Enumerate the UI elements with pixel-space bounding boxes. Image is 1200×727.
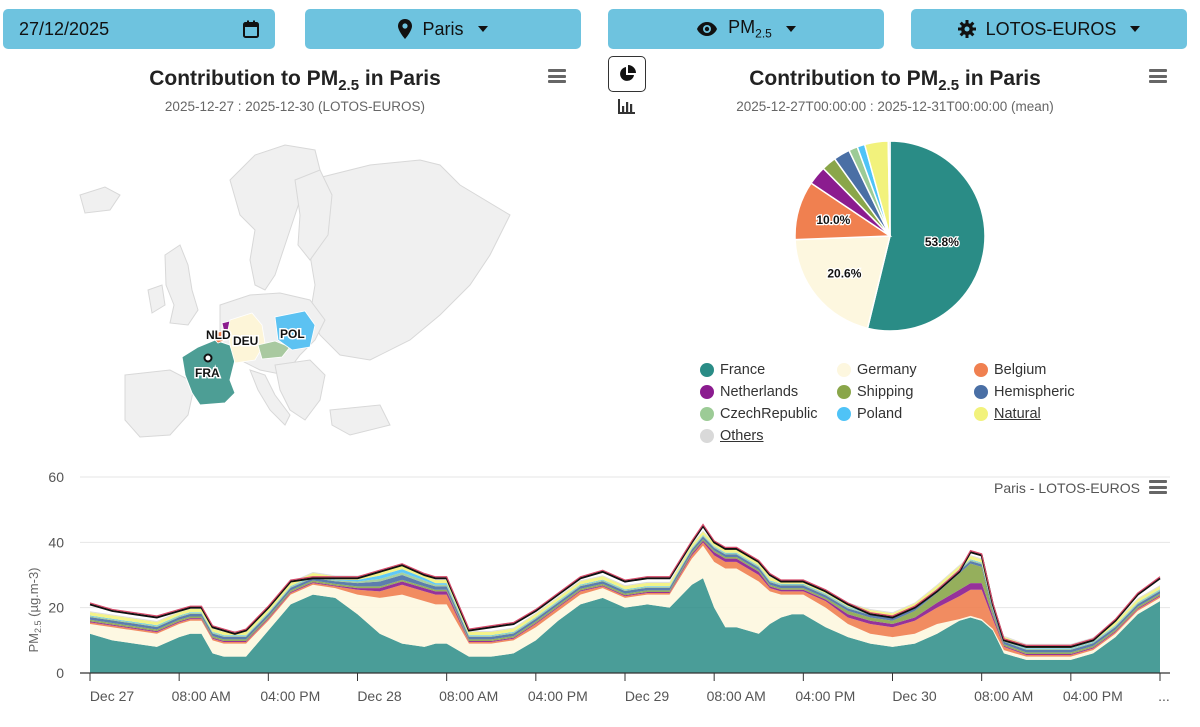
map-label-nld: NLD bbox=[206, 328, 231, 342]
legend-item-czechrepublic[interactable]: CzechRepublic bbox=[700, 406, 818, 422]
x-tick-label: 08:00 AM bbox=[707, 688, 766, 704]
legend-dot-icon bbox=[974, 385, 988, 399]
legend-dot-icon bbox=[974, 363, 988, 377]
total-line-highlight bbox=[89, 523, 1161, 646]
legend-item-belgium[interactable]: Belgium bbox=[974, 362, 1046, 378]
legend-item-shipping[interactable]: Shipping bbox=[837, 384, 913, 400]
legend-item-poland[interactable]: Poland bbox=[837, 406, 902, 422]
legend-dot-icon bbox=[974, 407, 988, 421]
x-tick-label: 08:00 AM bbox=[974, 688, 1033, 704]
legend-dot-icon bbox=[700, 429, 714, 443]
legend-dot-icon bbox=[700, 363, 714, 377]
legend-item-natural[interactable]: Natural bbox=[974, 406, 1041, 422]
gear-icon bbox=[957, 20, 976, 38]
pie-data-label: 53.8% bbox=[925, 235, 959, 249]
map-label-pol: POL bbox=[280, 327, 305, 341]
date-picker[interactable]: 27/12/2025 bbox=[3, 9, 275, 49]
chevron-down-icon bbox=[477, 26, 488, 32]
legend-item-others[interactable]: Others bbox=[700, 428, 764, 444]
pie-chart-toggle[interactable] bbox=[608, 56, 646, 92]
legend-dot-icon bbox=[837, 385, 851, 399]
x-tick-label: Dec 29 bbox=[625, 688, 670, 704]
legend-item-germany[interactable]: Germany bbox=[837, 362, 917, 378]
map-subtitle: 2025-12-27 : 2025-12-30 (LOTOS-EUROS) bbox=[164, 99, 426, 114]
area-chart: PM2.5 (µg.m-3) 0 20 40 60 Dec 27 08:00 AM 04:0… bbox=[26, 469, 1170, 704]
area-y-axis-label: PM2.5 (µg.m-3) bbox=[26, 567, 43, 652]
paris-marker bbox=[203, 353, 213, 363]
map-region-iberia bbox=[124, 369, 196, 438]
map-country-germany bbox=[227, 312, 266, 364]
map-region-east bbox=[299, 159, 511, 361]
map-region-uk bbox=[164, 244, 199, 326]
x-tick-label: 08:00 AM bbox=[172, 688, 231, 704]
x-tick-label: Dec 27 bbox=[90, 688, 135, 704]
x-tick-label: Dec 28 bbox=[357, 688, 402, 704]
area-series-shipping[interactable] bbox=[90, 539, 1160, 655]
x-tick-label: Dec 30 bbox=[892, 688, 937, 704]
model-dropdown[interactable]: LOTOS-EUROS bbox=[911, 9, 1187, 49]
y-tick-label: 60 bbox=[48, 469, 64, 485]
map-region-iceland bbox=[79, 186, 121, 214]
model-label: LOTOS-EUROS bbox=[985, 18, 1117, 39]
total-line bbox=[89, 524, 1161, 648]
legend-dot-icon bbox=[837, 407, 851, 421]
pie-slice-france[interactable] bbox=[866, 140, 986, 332]
area-menu-icon[interactable] bbox=[1149, 480, 1167, 494]
area-series-france[interactable] bbox=[90, 578, 1160, 673]
x-tick-label: 04:00 PM bbox=[795, 688, 855, 704]
city-label: Paris bbox=[422, 18, 464, 39]
map-region-turkey bbox=[329, 404, 391, 436]
legend-item-france[interactable]: France bbox=[700, 362, 765, 378]
legend-item-hemispheric[interactable]: Hemispheric bbox=[974, 384, 1075, 400]
legend-dot-icon bbox=[837, 363, 851, 377]
y-tick-label: 0 bbox=[56, 665, 64, 681]
eye-icon bbox=[697, 22, 718, 36]
pie-slice-germany[interactable] bbox=[794, 235, 891, 330]
pie-chart: 53.8% 20.6% 10.0% bbox=[794, 140, 986, 332]
map-label-deu: DEU bbox=[233, 334, 258, 348]
area-series-netherlands[interactable] bbox=[90, 540, 1160, 656]
pie-data-label: 10.0% bbox=[816, 213, 850, 227]
map-menu-icon[interactable] bbox=[548, 69, 566, 83]
pie-subtitle: 2025-12-27T00:00:00 : 2025-12-31T00:00:0… bbox=[736, 99, 1054, 114]
date-value: 27/12/2025 bbox=[19, 18, 110, 39]
pollutant-dropdown[interactable]: PM2.5 bbox=[608, 9, 884, 49]
map-label-fra: FRA bbox=[195, 366, 220, 380]
area-series-germany[interactable] bbox=[90, 545, 1160, 660]
area-chart-caption: Paris - LOTOS-EUROS bbox=[994, 480, 1140, 496]
y-tick-label: 20 bbox=[48, 600, 64, 616]
x-tick-label: 04:00 PM bbox=[260, 688, 320, 704]
map-region-ireland bbox=[147, 284, 166, 314]
chevron-down-icon bbox=[785, 26, 796, 32]
pie-slice-others[interactable] bbox=[887, 140, 891, 237]
chevron-down-icon bbox=[1130, 26, 1141, 32]
map-region-finland bbox=[294, 169, 333, 261]
pie-chart-icon bbox=[620, 65, 636, 81]
map-region-balkans bbox=[274, 359, 326, 421]
pollutant-label: PM2.5 bbox=[728, 17, 772, 41]
city-dropdown[interactable]: Paris bbox=[305, 9, 581, 49]
pie-title: Contribution to PM2.5 in Paris bbox=[749, 67, 1041, 95]
map-country-czech bbox=[257, 340, 291, 360]
map-region-italy bbox=[249, 369, 291, 426]
x-tick-label: 08:00 AM bbox=[439, 688, 498, 704]
europe-map[interactable]: NLD DEU POL FRA bbox=[70, 125, 520, 455]
map-country-belgium bbox=[209, 330, 229, 344]
bar-chart-icon[interactable] bbox=[618, 98, 636, 114]
map-country-poland bbox=[274, 310, 316, 351]
map-country-france bbox=[181, 339, 236, 406]
y-tick-label: 40 bbox=[48, 534, 64, 550]
x-tick-label: ... bbox=[1158, 688, 1170, 704]
x-tick-label: 04:00 PM bbox=[528, 688, 588, 704]
map-title: Contribution to PM2.5 in Paris bbox=[149, 67, 441, 95]
pie-data-label: 20.6% bbox=[827, 266, 861, 280]
map-pin-icon bbox=[398, 19, 413, 39]
area-series-belgium[interactable] bbox=[90, 542, 1160, 657]
x-tick-label: 04:00 PM bbox=[1063, 688, 1123, 704]
legend-dot-icon bbox=[700, 407, 714, 421]
legend-dot-icon bbox=[700, 385, 714, 399]
legend-item-netherlands[interactable]: Netherlands bbox=[700, 384, 798, 400]
pie-menu-icon[interactable] bbox=[1149, 69, 1167, 83]
calendar-icon[interactable] bbox=[243, 20, 259, 38]
